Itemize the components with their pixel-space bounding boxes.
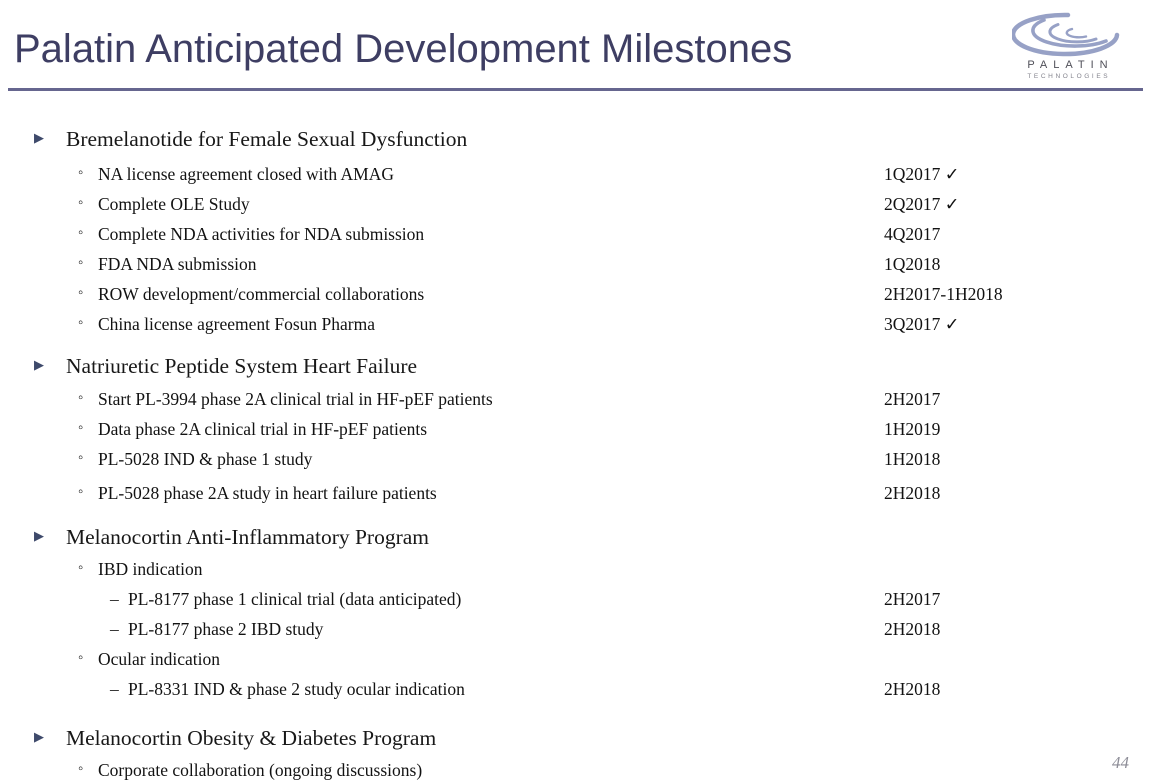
- milestone-row: ◦ Start PL-3994 phase 2A clinical trial …: [0, 389, 1150, 417]
- milestone-row: – PL-8177 phase 1 clinical trial (data a…: [0, 589, 1150, 617]
- milestone-date: 1H2019: [884, 419, 941, 439]
- triangle-bullet-icon: ▶: [34, 529, 44, 544]
- circle-bullet-icon: ◦: [78, 255, 84, 271]
- milestone-row: ◦ Complete OLE Study 2Q2017 ✓: [0, 194, 1150, 222]
- milestone-date: 1Q2018: [884, 254, 941, 274]
- section-title: Melanocortin Anti-Inflammatory Program: [66, 525, 430, 549]
- circle-bullet-icon: ◦: [78, 420, 84, 436]
- circle-bullet-icon: ◦: [78, 225, 84, 241]
- milestone-label: PL-5028 phase 2A study in heart failure …: [98, 483, 437, 503]
- section-row: ▶ Melanocortin Anti-Inflammatory Program: [0, 525, 1150, 553]
- milestone-row: ◦ Complete NDA activities for NDA submis…: [0, 224, 1150, 252]
- milestone-date: 2H2018: [884, 483, 941, 503]
- milestone-label: China license agreement Fosun Pharma: [98, 314, 376, 334]
- dash-bullet-icon: –: [110, 619, 119, 639]
- milestone-row: ◦ China license agreement Fosun Pharma 3…: [0, 314, 1150, 342]
- milestone-row: ◦ Corporate collaboration (ongoing discu…: [0, 760, 1150, 780]
- circle-bullet-icon: ◦: [78, 390, 84, 406]
- page-number: 44: [1112, 753, 1129, 772]
- milestone-label: PL-5028 IND & phase 1 study: [98, 449, 313, 469]
- circle-bullet-icon: ◦: [78, 285, 84, 301]
- milestone-label: Ocular indication: [98, 649, 220, 669]
- milestone-label: ROW development/commercial collaboration…: [98, 284, 425, 304]
- milestone-row: – PL-8331 IND & phase 2 study ocular ind…: [0, 679, 1150, 707]
- circle-bullet-icon: ◦: [78, 195, 84, 211]
- milestone-label: IBD indication: [98, 559, 203, 579]
- milestone-label: NA license agreement closed with AMAG: [98, 164, 394, 184]
- milestone-label: PL-8177 phase 1 clinical trial (data ant…: [128, 589, 462, 609]
- milestone-date: 2H2018: [884, 679, 941, 699]
- triangle-bullet-icon: ▶: [34, 730, 44, 745]
- milestone-date: 3Q2017 ✓: [884, 314, 960, 334]
- section-title: Bremelanotide for Female Sexual Dysfunct…: [66, 127, 468, 151]
- milestone-row: ◦ ROW development/commercial collaborati…: [0, 284, 1150, 312]
- milestone-date: 2H2018: [884, 619, 941, 639]
- logo-subtitle: TECHNOLOGIES: [1027, 73, 1111, 80]
- circle-bullet-icon: ◦: [78, 484, 84, 500]
- palatin-logo: PALATIN TECHNOLOGIES: [1005, 12, 1130, 80]
- section-row: ▶ Melanocortin Obesity & Diabetes Progra…: [0, 726, 1150, 754]
- logo-swirl-icon: [1011, 12, 1119, 57]
- circle-bullet-icon: ◦: [78, 315, 84, 331]
- dash-bullet-icon: –: [110, 589, 119, 609]
- milestone-row: ◦ IBD indication: [0, 559, 1150, 587]
- milestone-date: 1Q2017 ✓: [884, 164, 960, 184]
- milestone-date: 4Q2017: [884, 224, 941, 244]
- milestone-date: 2H2017: [884, 589, 941, 609]
- milestone-label: PL-8331 IND & phase 2 study ocular indic…: [128, 679, 465, 699]
- triangle-bullet-icon: ▶: [34, 358, 44, 373]
- milestone-date: 2H2017: [884, 389, 941, 409]
- milestone-date: 1H2018: [884, 449, 941, 469]
- milestone-row: ◦ PL-5028 IND & phase 1 study 1H2018: [0, 449, 1150, 477]
- page-title: Palatin Anticipated Development Mileston…: [14, 27, 793, 71]
- section-title: Natriuretic Peptide System Heart Failure: [66, 354, 418, 378]
- milestone-row: ◦ NA license agreement closed with AMAG …: [0, 164, 1150, 192]
- triangle-bullet-icon: ▶: [34, 131, 44, 146]
- milestone-label: Complete OLE Study: [98, 194, 250, 214]
- milestone-row: ◦ Ocular indication: [0, 649, 1150, 677]
- section-row: ▶ Bremelanotide for Female Sexual Dysfun…: [0, 127, 1150, 155]
- milestone-label: Start PL-3994 phase 2A clinical trial in…: [98, 389, 493, 409]
- dash-bullet-icon: –: [110, 679, 119, 699]
- milestone-row: ◦ FDA NDA submission 1Q2018: [0, 254, 1150, 282]
- circle-bullet-icon: ◦: [78, 450, 84, 466]
- milestone-label: FDA NDA submission: [98, 254, 257, 274]
- circle-bullet-icon: ◦: [78, 165, 84, 181]
- circle-bullet-icon: ◦: [78, 560, 84, 576]
- section-title: Melanocortin Obesity & Diabetes Program: [66, 726, 437, 750]
- circle-bullet-icon: ◦: [78, 761, 84, 777]
- milestone-label: Corporate collaboration (ongoing discuss…: [98, 760, 423, 780]
- milestone-date: 2Q2017 ✓: [884, 194, 960, 214]
- milestone-label: Data phase 2A clinical trial in HF-pEF p…: [98, 419, 428, 439]
- milestone-row: ◦ PL-5028 phase 2A study in heart failur…: [0, 483, 1150, 511]
- milestone-date: 2H2017-1H2018: [884, 284, 1003, 304]
- milestone-row: – PL-8177 phase 2 IBD study 2H2018: [0, 619, 1150, 647]
- title-divider: [8, 88, 1143, 91]
- milestone-row: ◦ Data phase 2A clinical trial in HF-pEF…: [0, 419, 1150, 447]
- logo-name: PALATIN: [1027, 59, 1114, 71]
- milestone-label: Complete NDA activities for NDA submissi…: [98, 224, 425, 244]
- section-row: ▶ Natriuretic Peptide System Heart Failu…: [0, 354, 1150, 382]
- circle-bullet-icon: ◦: [78, 650, 84, 666]
- milestone-label: PL-8177 phase 2 IBD study: [128, 619, 324, 639]
